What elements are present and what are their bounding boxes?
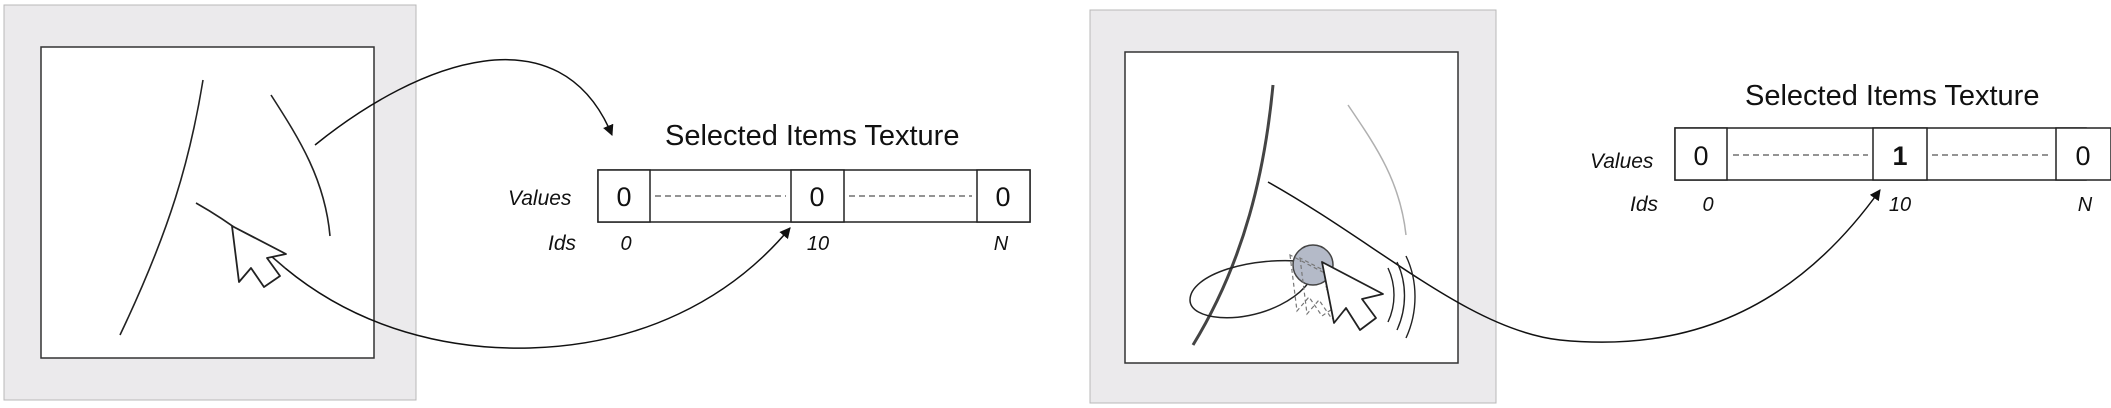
cell-id: 0 xyxy=(1702,194,1713,216)
texture-cell-mid xyxy=(790,169,845,223)
cell-value: 0 xyxy=(2075,141,2090,171)
values-row-label: Values xyxy=(508,187,572,210)
connector-lower xyxy=(284,227,791,349)
cell-value: 0 xyxy=(616,182,631,212)
sketch-line-faint xyxy=(1347,104,1407,236)
cell-id: N xyxy=(994,233,1009,255)
click-wave-icon xyxy=(1396,261,1406,331)
viewport-left xyxy=(40,46,375,359)
cell-id: 10 xyxy=(807,233,829,255)
connector-upper xyxy=(314,58,614,146)
values-row-label: Values xyxy=(1590,150,1654,173)
left-scene: Selected Items Texture Values Ids 0 0 0 … xyxy=(3,4,1031,401)
cursor-click-icon xyxy=(1321,261,1384,331)
cursor-arrow-icon xyxy=(231,225,287,288)
sketch-line-a xyxy=(119,79,204,336)
texture-cell-last xyxy=(976,169,1031,223)
viewport-right xyxy=(1124,51,1459,364)
click-wave-icon xyxy=(1405,255,1416,339)
texture-cell-first xyxy=(597,169,651,223)
click-wave-icon xyxy=(1387,267,1395,323)
cell-value: 0 xyxy=(1693,141,1708,171)
texture-cell-first xyxy=(1674,127,1728,181)
texture-cell-mid xyxy=(1872,127,1928,181)
sketch-line-b xyxy=(270,94,331,237)
texture-cell-last xyxy=(2055,127,2111,181)
cell-id: N xyxy=(2078,194,2093,216)
cell-id: 10 xyxy=(1889,194,1911,216)
ids-row-label: Ids xyxy=(1630,193,1659,216)
texture-title: Selected Items Texture xyxy=(1745,80,2039,112)
cell-value: 0 xyxy=(809,182,824,212)
texture-strip-right: Selected Items Texture Values Ids 0 1 0 … xyxy=(1590,80,2111,216)
texture-strip-left: Selected Items Texture Values Ids 0 0 0 … xyxy=(508,120,1031,255)
cell-id: 0 xyxy=(620,233,631,255)
connector-right xyxy=(1267,181,1881,343)
motion-loop xyxy=(1189,259,1316,319)
right-scene: Selected Items Texture Values Ids 0 1 0 … xyxy=(1089,9,2111,404)
texture-title: Selected Items Texture xyxy=(665,120,959,152)
cell-value-selected: 1 xyxy=(1892,141,1907,171)
ids-row-label: Ids xyxy=(548,232,577,255)
sketch-line-selected xyxy=(1191,84,1275,346)
cell-value: 0 xyxy=(995,182,1010,212)
